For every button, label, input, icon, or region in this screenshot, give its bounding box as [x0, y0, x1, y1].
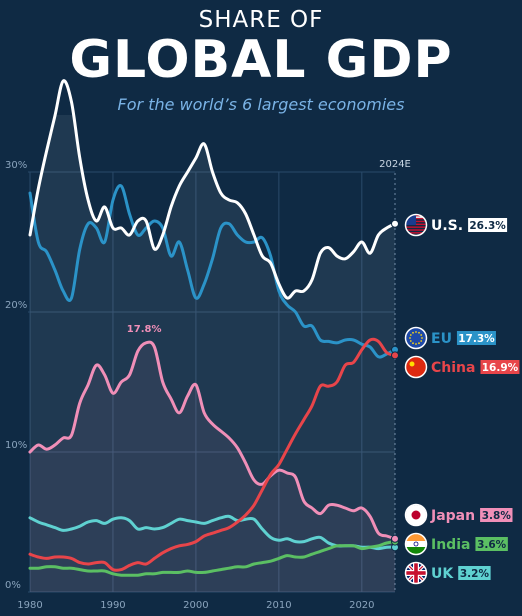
chart-kicker: SHARE OF — [198, 7, 324, 33]
series-line-india — [28, 540, 397, 577]
series-value-badge-india — [475, 537, 508, 551]
series-value-japan: 3.8% — [482, 510, 512, 522]
uk-flag-icon — [404, 561, 428, 585]
flag-art — [406, 328, 426, 348]
flag-ring — [404, 213, 428, 237]
series-endpoint-china — [391, 351, 399, 360]
flag-band — [406, 547, 426, 554]
estimate-marker-label: 2024E — [379, 159, 411, 170]
flag-disc — [411, 510, 421, 520]
series-label-japan: Japan — [430, 508, 475, 524]
flag-stripe — [406, 232, 426, 234]
flag-canton — [406, 215, 416, 225]
flag-ring — [404, 561, 428, 585]
flag-art — [406, 357, 426, 377]
series-fills — [30, 115, 395, 592]
series-label-china: China — [431, 360, 475, 376]
japan-flag-icon — [404, 503, 428, 527]
x-tick-label: 1980 — [17, 600, 42, 611]
flag-star — [412, 331, 414, 334]
flag-field — [406, 328, 426, 348]
series-lines — [28, 79, 399, 577]
flag-star — [418, 342, 420, 345]
eu-flag-icon — [404, 326, 428, 350]
series-endpoint-japan — [391, 534, 399, 543]
series-value-badge-uk — [458, 566, 491, 580]
flag-art — [406, 505, 426, 525]
axis-ticks: 0% 10% 20% 30% 1980 1990 2000 2010 2020 2024E — [5, 159, 411, 611]
flag-band — [406, 541, 426, 547]
japan-peak-label: 17.8% — [127, 324, 162, 335]
series-endpoint-us — [391, 219, 399, 228]
series-value-india: 3.6% — [477, 539, 507, 551]
flag-star — [409, 334, 412, 336]
china-flag-icon — [404, 355, 428, 379]
flag-art — [406, 534, 426, 554]
flag-star — [415, 343, 417, 345]
y-tick-label: 0% — [5, 580, 21, 591]
x-tick-label: 2000 — [183, 600, 208, 611]
series-line-china — [28, 337, 397, 572]
series-value-china: 16.9% — [482, 362, 519, 374]
series-value-badge-japan — [480, 508, 513, 522]
series-value-badge-china — [480, 360, 520, 374]
flag-stripe — [406, 226, 426, 228]
flag-star — [421, 337, 423, 339]
flag-art — [406, 215, 426, 234]
series-label-india: India — [431, 537, 470, 553]
flag-art — [406, 563, 426, 583]
flag-wheel — [413, 541, 419, 547]
series-area-japan — [30, 342, 395, 592]
series-value-eu: 17.3% — [458, 333, 495, 345]
flag-ring — [404, 532, 428, 556]
us-flag-icon — [404, 213, 428, 237]
series-line-japan — [28, 340, 397, 541]
chart-subtitle: For the world’s 6 largest economies — [117, 95, 405, 114]
flag-ring — [404, 326, 428, 350]
flag-star — [420, 340, 423, 342]
y-tick-label: 20% — [5, 300, 27, 311]
chart-title: GLOBAL GDP — [69, 30, 453, 90]
flag-ring — [404, 503, 428, 527]
flag-cross — [406, 571, 426, 575]
y-tick-label: 10% — [5, 440, 27, 451]
end-labels: 17.8% U.S. 26.3% China 16.9% EU 17.3% Japan 3.8%… — [127, 213, 520, 585]
series-value-us: 26.3% — [469, 220, 506, 232]
flag-star — [409, 337, 411, 339]
flag-ring — [404, 355, 428, 379]
x-tick-label: 2020 — [349, 600, 374, 611]
y-tick-label: 30% — [5, 160, 27, 171]
flag-star — [415, 331, 417, 333]
x-tick-label: 1990 — [100, 600, 125, 611]
flag-star — [418, 331, 420, 334]
flag-star — [412, 342, 414, 345]
series-value-badge-eu — [456, 331, 496, 345]
x-tick-label: 2010 — [266, 600, 291, 611]
series-line-eu — [28, 184, 397, 359]
series-area-us — [30, 115, 395, 592]
flag-star — [409, 340, 412, 342]
series-value-badge-us — [468, 218, 508, 232]
series-label-us: U.S. — [431, 218, 463, 234]
flag-stripe — [406, 229, 426, 231]
flag-star — [409, 361, 415, 367]
series-label-uk: UK — [431, 566, 454, 582]
flag-star — [420, 334, 423, 336]
series-value-uk: 3.2% — [460, 568, 490, 580]
india-flag-icon — [404, 532, 428, 556]
series-line-us — [28, 79, 397, 300]
series-label-eu: EU — [431, 331, 452, 347]
flag-band — [406, 534, 426, 541]
